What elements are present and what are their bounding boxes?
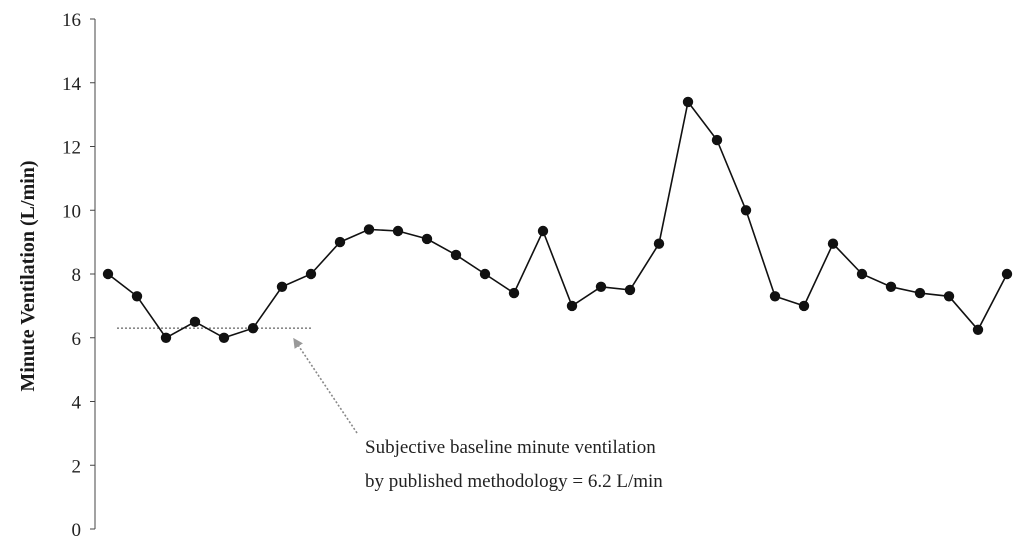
y-tick-label-2: 4 <box>72 393 82 414</box>
data-point-27 <box>885 281 897 292</box>
data-point-15 <box>537 225 549 237</box>
data-point-16 <box>566 300 578 312</box>
y-tick-label-8: 16 <box>62 10 81 31</box>
data-point-6 <box>276 281 288 292</box>
data-point-21 <box>711 134 723 146</box>
y-axis-label: Minute Ventilation (L/min) <box>17 160 39 391</box>
data-point-12 <box>450 249 462 261</box>
data-point-13 <box>479 268 491 280</box>
y-tick-label-0: 0 <box>72 520 82 538</box>
y-tick-label-5: 10 <box>62 201 81 222</box>
data-point-10 <box>392 225 404 237</box>
data-point-5 <box>247 323 259 334</box>
data-point-0 <box>102 268 114 280</box>
data-point-2 <box>160 332 172 343</box>
y-tick-label-1: 2 <box>72 456 82 477</box>
data-point-22 <box>740 205 752 216</box>
data-point-7 <box>305 268 317 280</box>
data-point-30 <box>972 324 984 335</box>
baseline-group <box>117 327 358 434</box>
data-point-25 <box>827 238 839 249</box>
annotation-line-2: by published methodology = 6.2 L/min <box>365 471 663 492</box>
data-point-31 <box>1001 268 1013 280</box>
y-tick-label-6: 12 <box>62 138 81 159</box>
annotation-line-1: Subjective baseline minute ventilation <box>365 437 656 458</box>
annotation-arrow <box>293 337 358 434</box>
data-point-4 <box>218 332 230 343</box>
y-tick-label-4: 8 <box>72 265 82 286</box>
annotation: Subjective baseline minute ventilation b… <box>365 437 663 492</box>
y-tick-label-7: 14 <box>62 74 82 95</box>
data-point-28 <box>914 287 926 299</box>
data-point-11 <box>421 233 433 245</box>
data-point-26 <box>856 268 868 280</box>
data-point-24 <box>798 300 810 312</box>
data-point-1 <box>131 291 143 302</box>
series-group <box>102 96 1013 343</box>
y-tick-labels: 0 2 4 6 8 10 12 14 16 <box>62 10 82 538</box>
data-point-9 <box>363 224 375 235</box>
data-point-29 <box>943 291 955 302</box>
data-point-20 <box>682 96 694 108</box>
data-point-8 <box>334 236 346 248</box>
data-point-17 <box>595 281 607 292</box>
data-point-19 <box>653 238 665 249</box>
data-point-18 <box>624 284 636 296</box>
data-point-14 <box>508 287 520 299</box>
series-line-0 <box>107 100 1008 339</box>
y-tick-label-3: 6 <box>72 329 82 350</box>
data-point-3 <box>189 316 201 327</box>
data-point-23 <box>769 291 781 302</box>
y-axis <box>90 18 96 530</box>
